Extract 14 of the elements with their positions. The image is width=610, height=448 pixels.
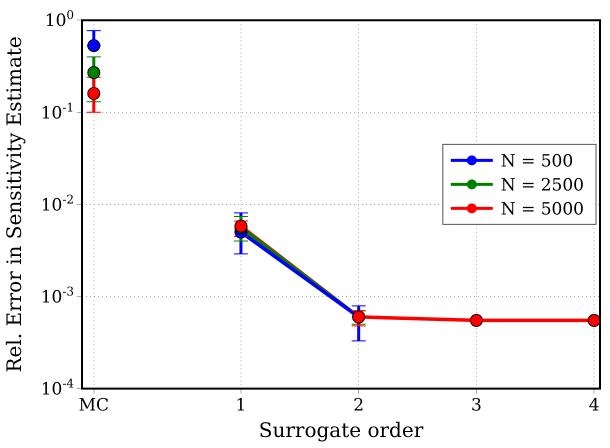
x-tick-label: 1	[236, 396, 246, 416]
y-axis-title: Rel. Error in Sensitivity Estimate	[2, 36, 26, 373]
legend-label: N = 500	[500, 151, 574, 172]
x-tick-label: 4	[588, 396, 600, 416]
x-axis-title: Surrogate order	[258, 418, 424, 442]
point	[87, 66, 100, 79]
point	[470, 314, 483, 327]
point	[87, 39, 100, 52]
legend-label: N = 5000	[500, 199, 584, 220]
x-tick-label: 3	[470, 396, 482, 416]
x-tick-label: 2	[353, 396, 364, 416]
legend-label: N = 2500	[500, 175, 584, 196]
point	[87, 87, 100, 100]
x-tick-label: MC	[78, 396, 109, 416]
